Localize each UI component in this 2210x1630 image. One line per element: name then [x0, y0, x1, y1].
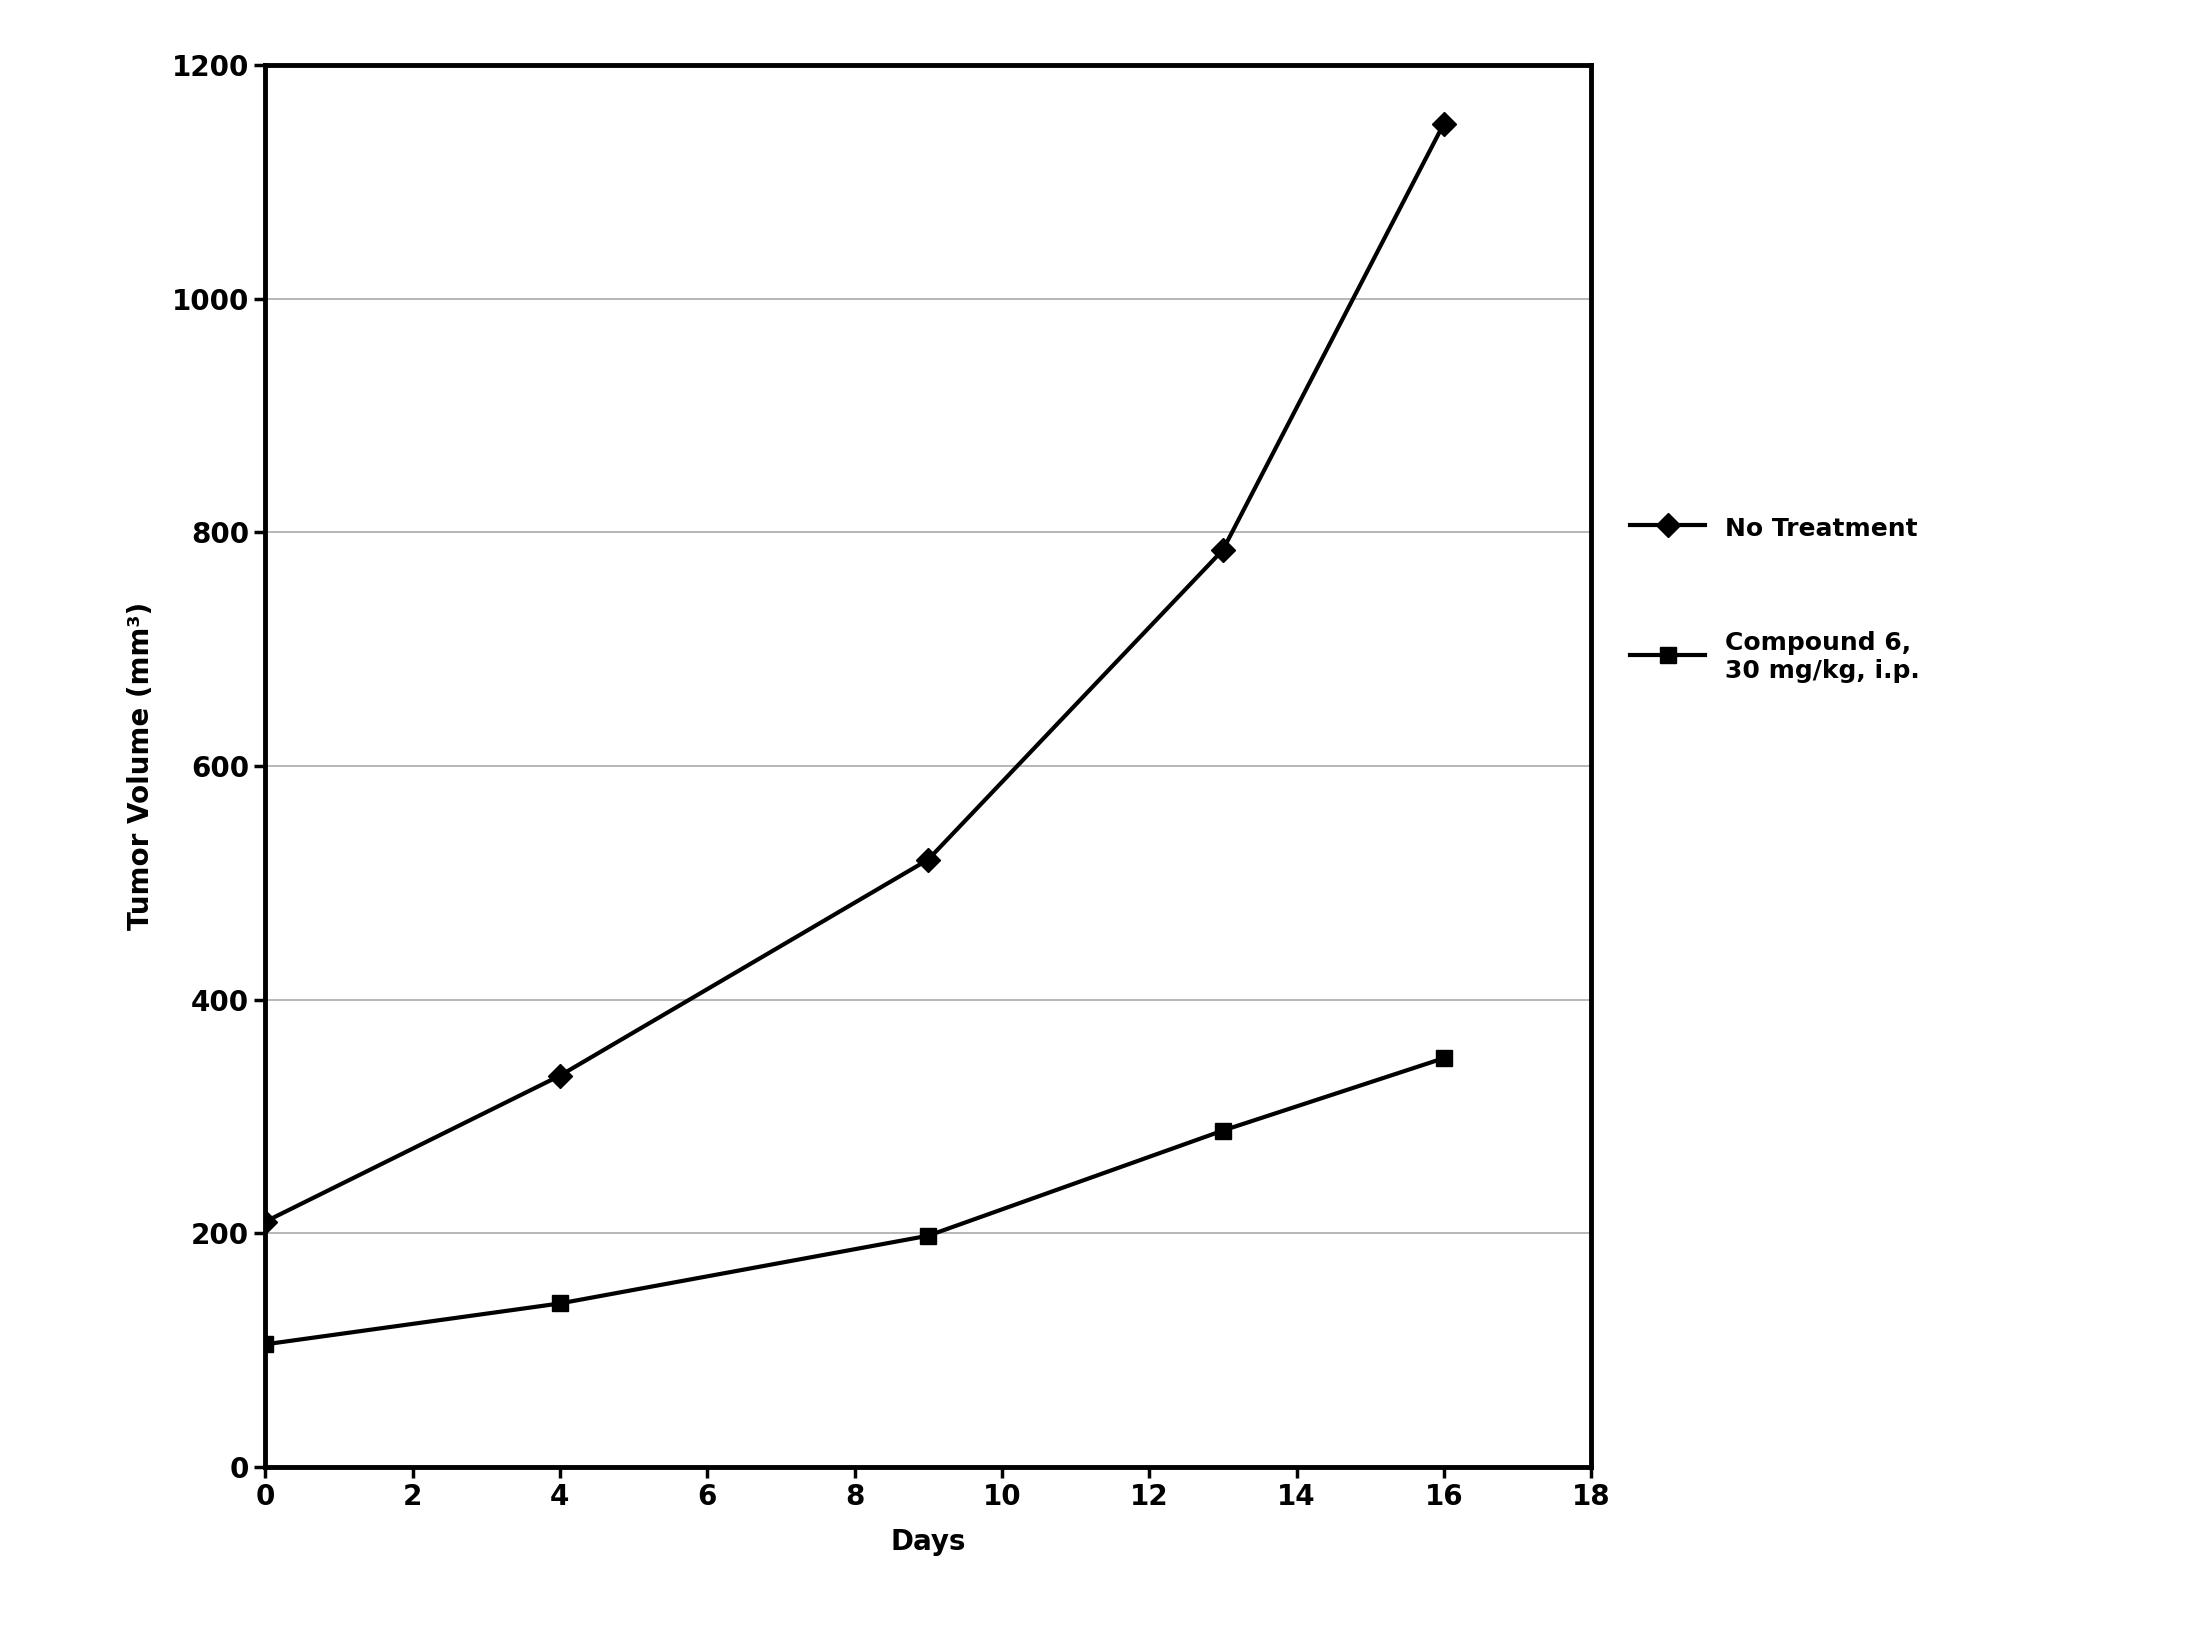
- Compound 6,
30 mg/kg, i.p.: [1430, 1048, 1456, 1068]
- Y-axis label: Tumor Volume (mm³): Tumor Volume (mm³): [128, 601, 155, 931]
- No Treatment: [252, 1213, 278, 1232]
- Line: No Treatment: No Treatment: [256, 116, 1452, 1231]
- No Treatment: [915, 849, 941, 869]
- No Treatment: [1209, 540, 1235, 559]
- Compound 6,
30 mg/kg, i.p.: [1209, 1121, 1235, 1141]
- Compound 6,
30 mg/kg, i.p.: [546, 1294, 572, 1314]
- No Treatment: [546, 1066, 572, 1086]
- Legend: No Treatment, Compound 6,
30 mg/kg, i.p.: No Treatment, Compound 6, 30 mg/kg, i.p.: [1631, 513, 1920, 683]
- Compound 6,
30 mg/kg, i.p.: [915, 1226, 941, 1245]
- X-axis label: Days: Days: [891, 1527, 966, 1555]
- No Treatment: [1430, 114, 1456, 134]
- Compound 6,
30 mg/kg, i.p.: [252, 1335, 278, 1355]
- Line: Compound 6,
30 mg/kg, i.p.: Compound 6, 30 mg/kg, i.p.: [256, 1050, 1452, 1353]
